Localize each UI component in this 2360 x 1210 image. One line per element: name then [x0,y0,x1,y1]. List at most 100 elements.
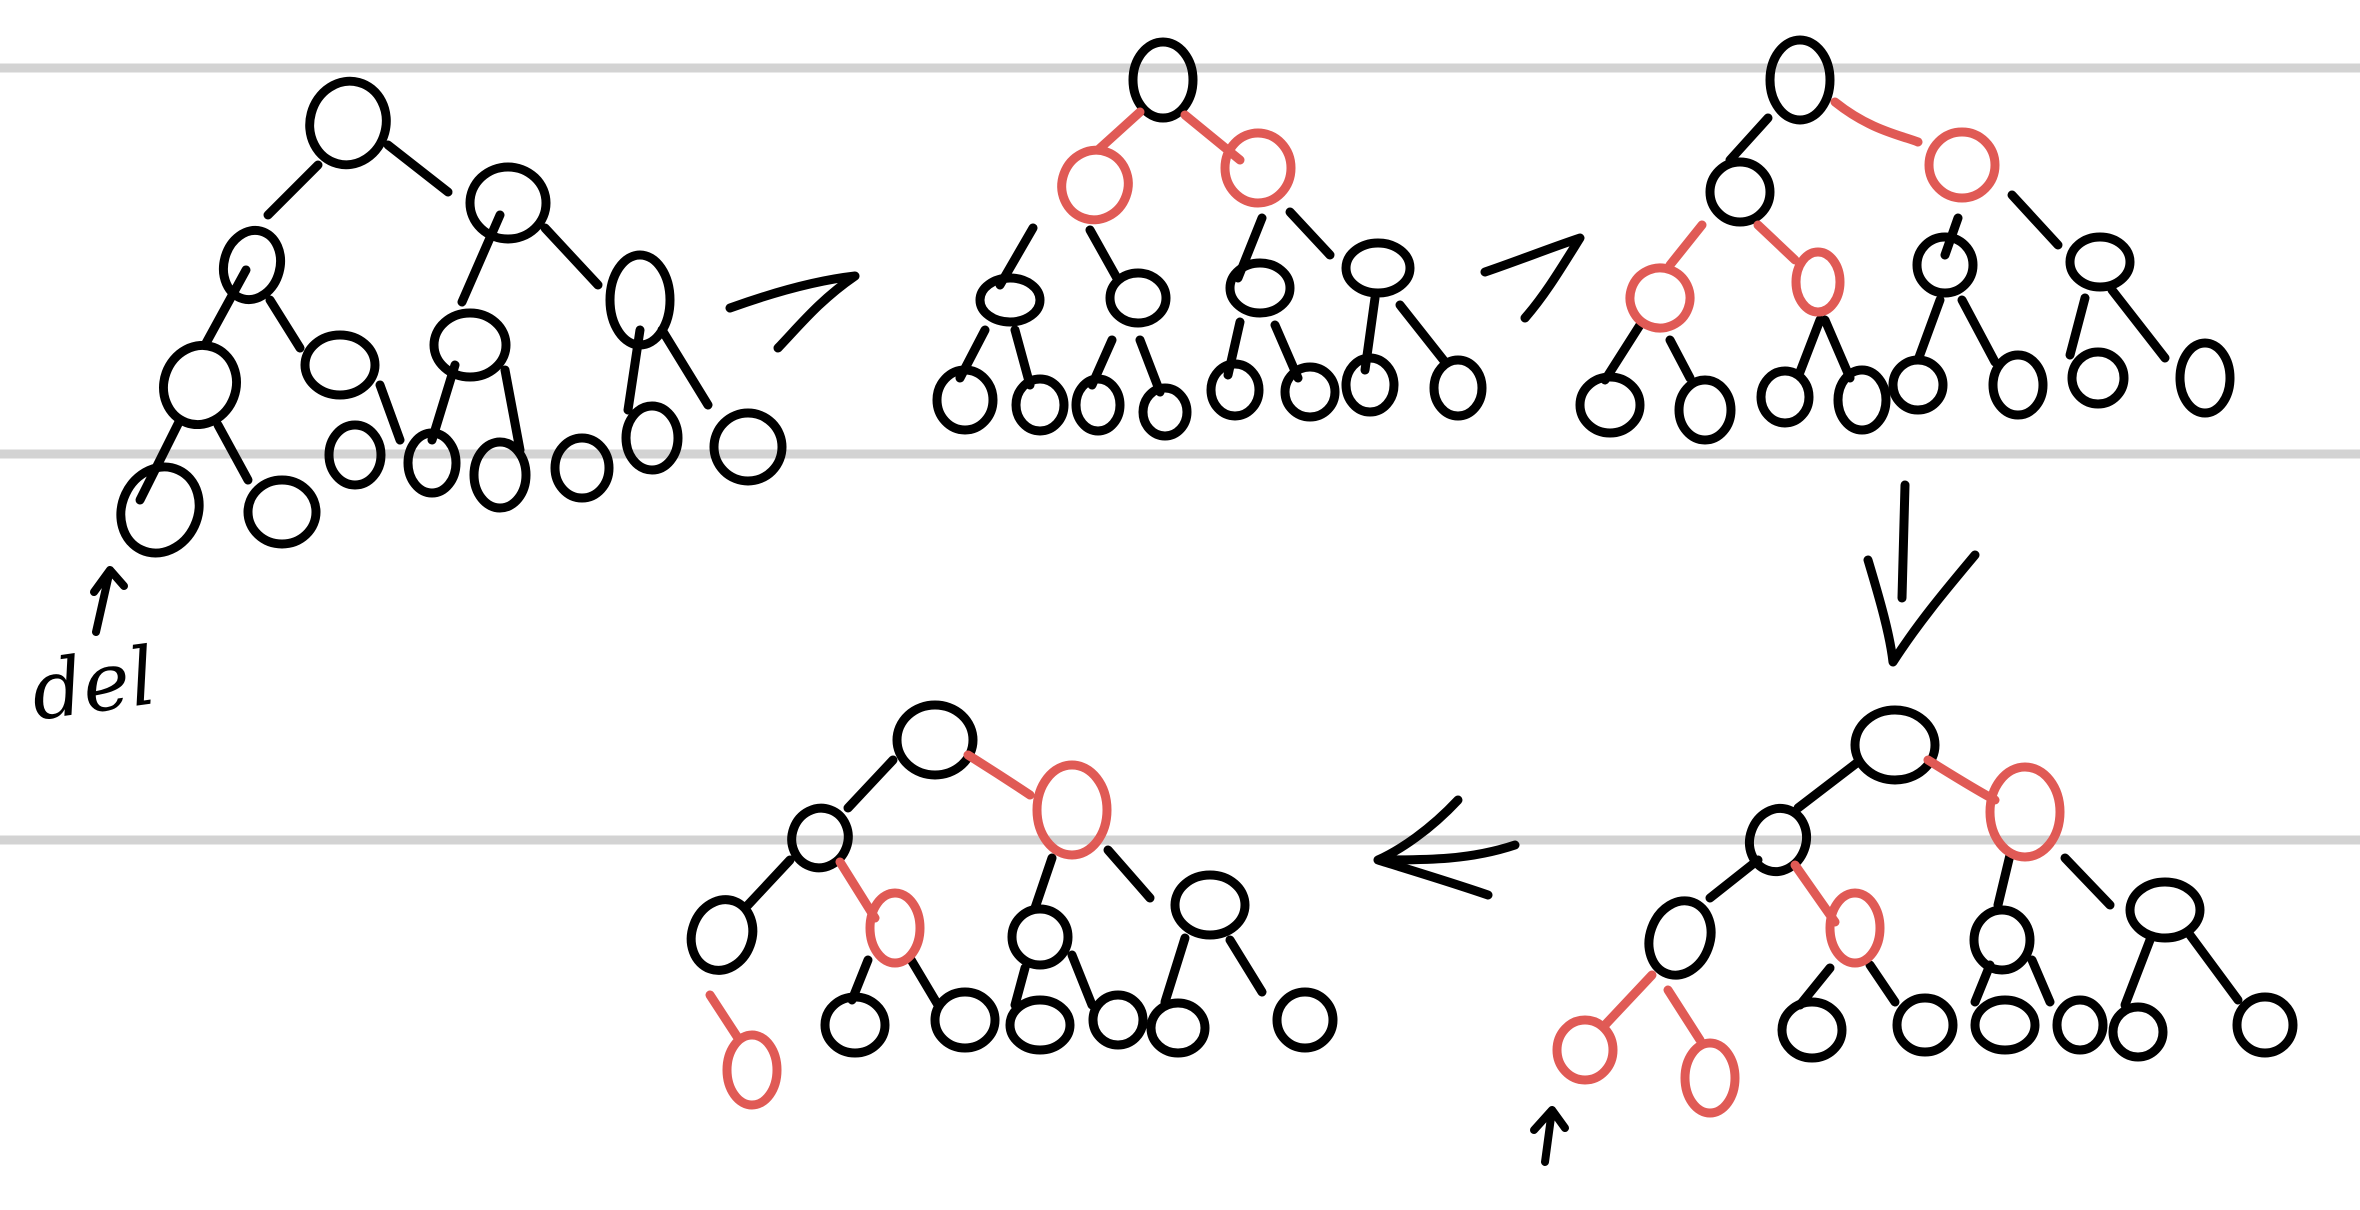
tree-node [2175,338,2235,418]
position-marker [1530,1106,1569,1166]
tree-node [1756,366,1814,428]
tree-node [465,162,551,244]
tree-node [686,895,758,975]
tree-edge-highlight [705,990,743,1043]
flow-arrow-down [1863,480,1980,667]
tree-edge-highlight [1753,220,1800,265]
tree-step-5 [686,700,1338,1110]
tree-node-highlight [1924,127,2000,203]
tree-node [621,401,683,475]
tree-node [709,408,787,486]
tree-node [605,250,675,350]
tree-edge [743,855,795,910]
tree-edge [1010,963,1030,1010]
tree-edge [1085,225,1123,285]
tree-edge [1135,335,1165,397]
tree-initial [116,76,787,558]
tree-node-highlight [865,888,925,968]
tree-node-highlight [1220,128,1296,208]
tree-edge [1970,960,1995,1007]
tree-edge [1705,855,1763,903]
tree-node [1071,374,1125,436]
tree-node-highlight [1032,760,1112,860]
tree-edge-highlight [1665,220,1707,270]
tree-node [1007,904,1073,970]
tree-node [1341,238,1415,298]
tree-edge [2185,930,2243,1005]
flow-arrow-right [1480,233,1585,323]
delete-marker [90,566,128,636]
tree-edge [1795,315,1825,377]
tree-node [2125,877,2205,943]
tree-node [1575,372,1645,438]
tree-node [1280,362,1340,422]
tree-node [403,428,461,498]
tree-node-highlight [1057,145,1133,225]
tree-node [218,225,286,305]
tree-node-highlight [1791,247,1845,317]
tree-edge [1010,325,1035,390]
tree-node [2065,232,2135,292]
tree-node-highlight [1985,762,2065,862]
tree-edge [135,415,185,505]
tree-node [1011,374,1069,436]
tree-node [324,420,386,490]
tree-edge [1913,295,1945,365]
tree-edge [2065,293,2090,360]
tree-edge [1993,850,2015,910]
tree-node [1088,990,1148,1050]
flow-arrow-right [725,271,860,353]
tree-edge [1030,853,1057,913]
tree-edge [1395,300,1450,367]
tree-node [116,462,204,558]
tree-node-highlight [1825,888,1885,968]
tree-edge [383,140,453,197]
tree-node [820,992,890,1058]
tree-node [1644,896,1716,980]
tree-edge [657,325,713,410]
tree-node [550,433,614,503]
tree-node [892,700,978,780]
tree-node [787,803,853,873]
tree-edge [843,755,898,813]
tree-edge [1820,315,1855,383]
tree-node [243,475,321,549]
tree-edge [2120,935,2155,1010]
tree-node-highlight [1680,1038,1740,1118]
tree-edge-highlight [1663,985,1705,1045]
up-arrow-icon [90,566,128,636]
tree-edge [427,360,460,445]
tree-step-2 [932,37,1487,441]
tree-edge [1665,335,1695,383]
tree-edge [1600,320,1645,385]
tree-edge [1793,757,1863,813]
tree-node [1341,353,1399,417]
tree-node [1705,157,1775,227]
tree-node [469,437,531,513]
tree-edge [1067,950,1097,1010]
tree-node [1429,355,1487,421]
tree-edge [2107,285,2170,363]
tree-node [1206,359,1264,421]
tree-edge [1725,113,1773,165]
tree-edge [2060,853,2115,910]
tree-node [1272,987,1338,1053]
tree-edge [265,295,305,353]
tree-node [1146,998,1210,1058]
tree-node [2052,995,2108,1055]
tree-node [1888,355,1948,415]
tree-edge [1285,207,1335,260]
tree-node [1892,993,1958,1057]
tree-edge [1865,960,1900,1007]
tree-node [1005,995,1075,1055]
tree-node [930,987,1000,1053]
tree-node [2067,347,2129,409]
tree-node-highlight [722,1030,782,1110]
tree-edge [2027,955,2055,1007]
ruled-lines [0,63,2360,845]
tree-node [932,365,998,435]
tree-edge-highlight [1093,107,1145,155]
tree-edge [263,160,323,220]
tree-edge [457,210,505,307]
